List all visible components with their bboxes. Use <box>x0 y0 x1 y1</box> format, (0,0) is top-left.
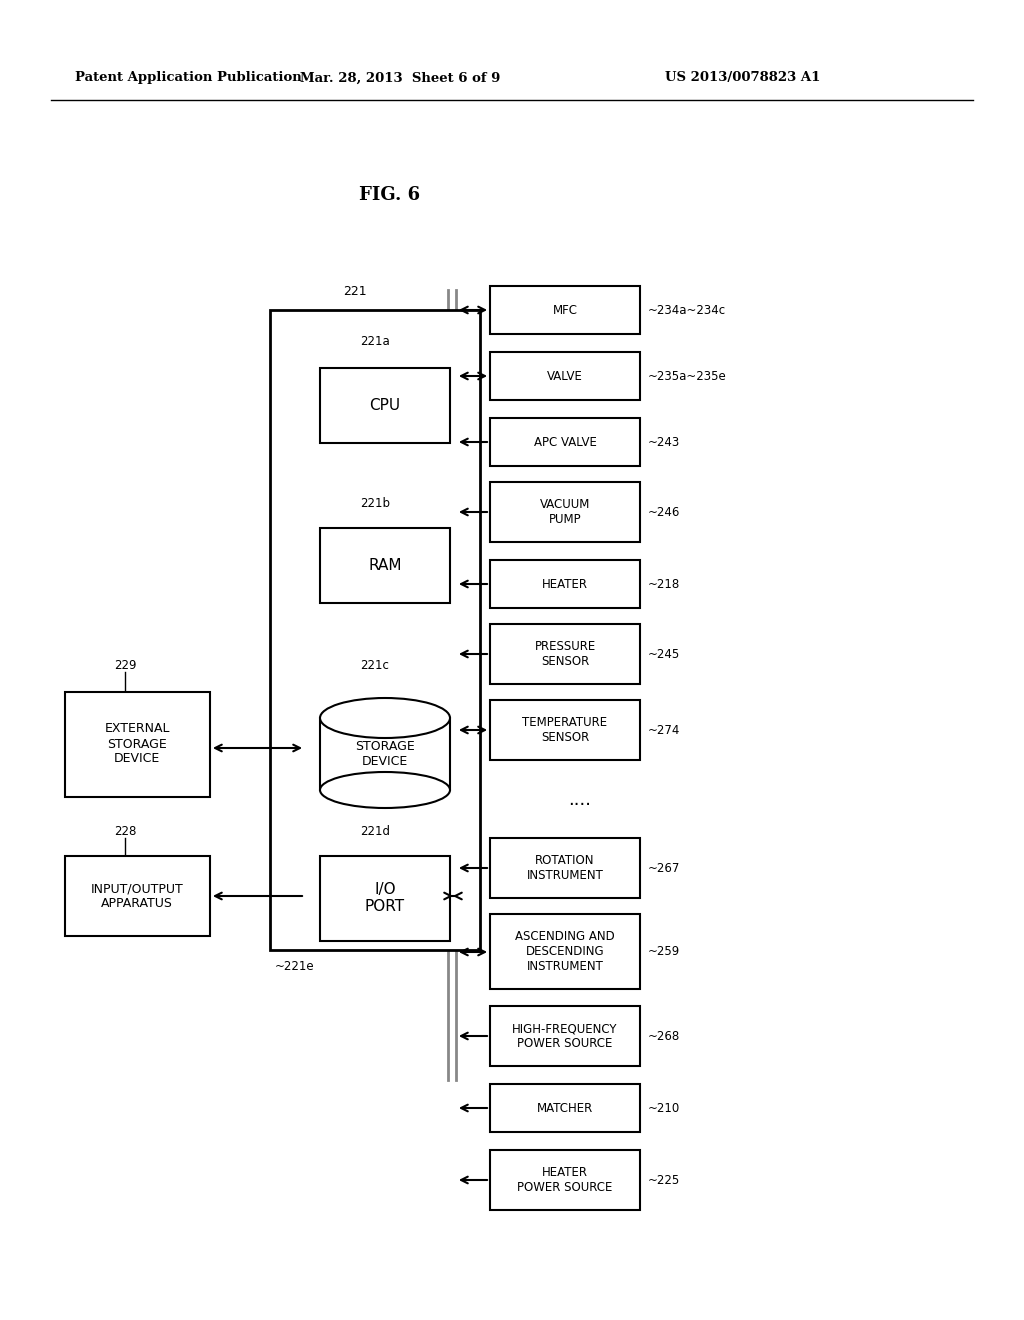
Text: ~234a~234c: ~234a~234c <box>648 304 726 317</box>
Bar <box>319 855 450 941</box>
Text: TEMPERATURE
SENSOR: TEMPERATURE SENSOR <box>522 715 607 744</box>
Text: ....: .... <box>568 791 592 809</box>
Text: ROTATION
INSTRUMENT: ROTATION INSTRUMENT <box>526 854 603 882</box>
Text: 221d: 221d <box>360 825 390 838</box>
Bar <box>270 310 480 950</box>
Text: Mar. 28, 2013  Sheet 6 of 9: Mar. 28, 2013 Sheet 6 of 9 <box>300 71 500 84</box>
Text: FIG. 6: FIG. 6 <box>359 186 421 205</box>
Text: MATCHER: MATCHER <box>537 1101 593 1114</box>
Bar <box>65 855 210 936</box>
Ellipse shape <box>319 772 450 808</box>
Ellipse shape <box>319 698 450 738</box>
Text: 228: 228 <box>114 825 136 838</box>
Bar <box>490 560 640 609</box>
Text: VACUUM
PUMP: VACUUM PUMP <box>540 498 590 525</box>
Text: ~246: ~246 <box>648 506 680 519</box>
Text: MFC: MFC <box>553 304 578 317</box>
Text: INPUT/OUTPUT
APPARATUS: INPUT/OUTPUT APPARATUS <box>91 882 183 909</box>
Text: ~243: ~243 <box>648 436 680 449</box>
Text: Patent Application Publication: Patent Application Publication <box>75 71 302 84</box>
Bar <box>319 368 450 444</box>
Text: 229: 229 <box>114 659 136 672</box>
Text: STORAGE
DEVICE: STORAGE DEVICE <box>355 741 415 768</box>
Text: CPU: CPU <box>370 399 400 413</box>
Text: EXTERNAL
STORAGE
DEVICE: EXTERNAL STORAGE DEVICE <box>104 722 170 766</box>
Bar <box>490 624 640 684</box>
Text: ~259: ~259 <box>648 945 680 958</box>
Text: PRESSURE
SENSOR: PRESSURE SENSOR <box>535 640 596 668</box>
Bar <box>490 482 640 543</box>
Text: ~268: ~268 <box>648 1030 680 1043</box>
Bar <box>490 838 640 898</box>
Bar <box>490 418 640 466</box>
Text: ~245: ~245 <box>648 648 680 660</box>
Text: 221c: 221c <box>360 659 389 672</box>
Text: APC VALVE: APC VALVE <box>534 436 596 449</box>
Bar <box>490 700 640 760</box>
Text: ~235a~235e: ~235a~235e <box>648 370 727 383</box>
Bar <box>490 913 640 989</box>
Text: HIGH-FREQUENCY
POWER SOURCE: HIGH-FREQUENCY POWER SOURCE <box>512 1022 617 1049</box>
Text: 221: 221 <box>343 285 367 298</box>
Bar <box>490 1006 640 1067</box>
Text: ASCENDING AND
DESCENDING
INSTRUMENT: ASCENDING AND DESCENDING INSTRUMENT <box>515 931 614 973</box>
Text: HEATER: HEATER <box>542 578 588 590</box>
Bar <box>490 352 640 400</box>
Bar <box>490 286 640 334</box>
Text: 221a: 221a <box>360 335 390 348</box>
Text: US 2013/0078823 A1: US 2013/0078823 A1 <box>665 71 820 84</box>
Text: ~274: ~274 <box>648 723 680 737</box>
Text: ~267: ~267 <box>648 862 680 874</box>
Text: ~218: ~218 <box>648 578 680 590</box>
Bar <box>319 528 450 603</box>
Text: ~210: ~210 <box>648 1101 680 1114</box>
Text: VALVE: VALVE <box>547 370 583 383</box>
Text: ~221e: ~221e <box>275 960 314 973</box>
Text: ~225: ~225 <box>648 1173 680 1187</box>
Text: 221b: 221b <box>360 498 390 510</box>
Text: RAM: RAM <box>369 558 401 573</box>
Bar <box>490 1084 640 1133</box>
Text: I/O
PORT: I/O PORT <box>365 882 406 915</box>
Bar <box>490 1150 640 1210</box>
Bar <box>65 692 210 797</box>
Text: HEATER
POWER SOURCE: HEATER POWER SOURCE <box>517 1166 612 1195</box>
